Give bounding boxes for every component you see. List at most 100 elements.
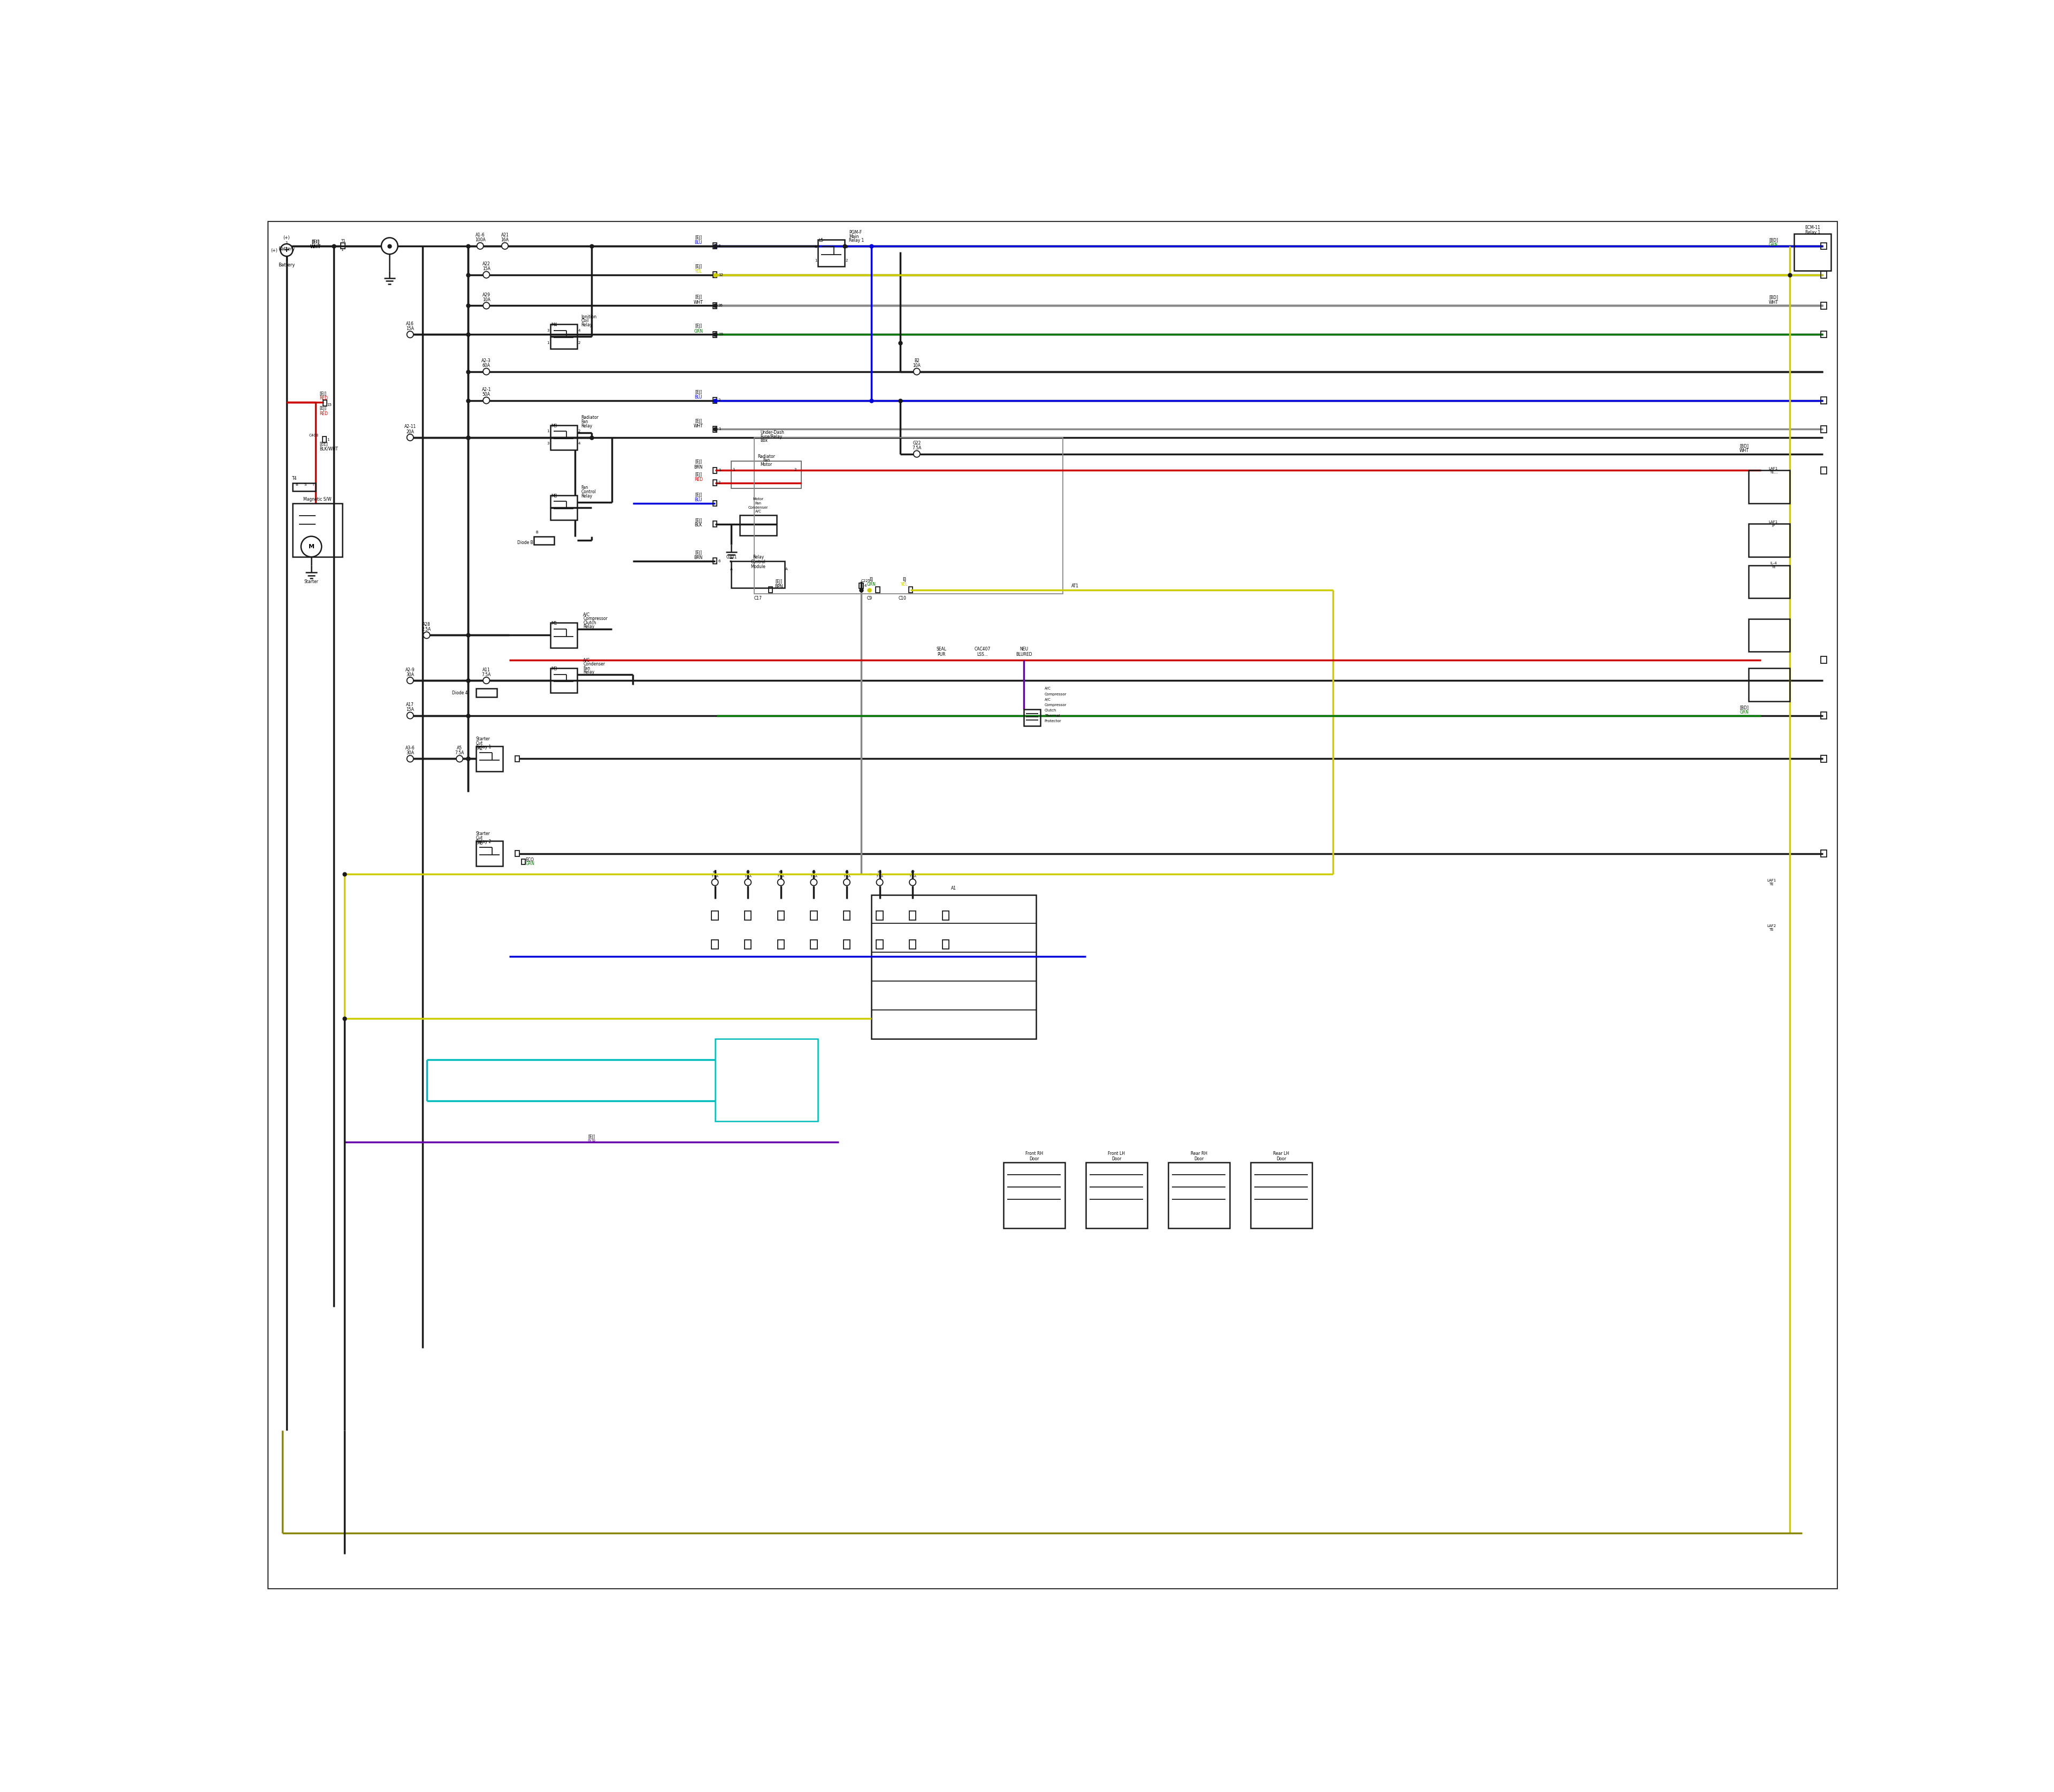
Bar <box>294 504 343 557</box>
Bar <box>550 624 577 647</box>
Text: Relay: Relay <box>583 625 594 629</box>
Text: RED: RED <box>320 396 329 401</box>
Circle shape <box>914 369 920 375</box>
Text: [EJ]: [EJ] <box>320 392 327 396</box>
Text: 2: 2 <box>719 482 721 484</box>
Text: Box: Box <box>760 439 768 443</box>
Text: Front LH
Door: Front LH Door <box>1107 1150 1126 1161</box>
Text: A/C: A/C <box>583 613 589 616</box>
Text: 1: 1 <box>733 468 735 471</box>
Text: B2: B2 <box>914 358 920 364</box>
Circle shape <box>501 242 507 249</box>
Text: +: + <box>283 246 290 254</box>
Text: Motor: Motor <box>754 498 764 500</box>
Bar <box>1820 332 1826 337</box>
Text: [EJ]: [EJ] <box>694 389 702 394</box>
Text: M6: M6 <box>477 840 483 846</box>
Text: 60A: 60A <box>483 364 491 367</box>
Circle shape <box>778 880 785 885</box>
Bar <box>871 894 1035 1039</box>
Text: BLK/WHT: BLK/WHT <box>320 446 339 452</box>
Text: YEL: YEL <box>694 269 702 274</box>
Text: A1-6: A1-6 <box>474 233 485 238</box>
Text: 2: 2 <box>846 258 848 262</box>
Text: GRN: GRN <box>867 582 875 588</box>
Bar <box>877 910 883 921</box>
Text: 7.5A: 7.5A <box>809 874 817 878</box>
Bar <box>877 941 883 950</box>
Text: A: A <box>729 568 733 572</box>
Text: BRN: BRN <box>694 556 702 561</box>
Text: Front RH
Door: Front RH Door <box>1025 1150 1043 1161</box>
Circle shape <box>746 880 752 885</box>
Text: 1: 1 <box>719 470 721 471</box>
Text: M9: M9 <box>550 423 557 428</box>
Text: Relay: Relay <box>752 554 764 559</box>
Text: 4: 4 <box>577 328 579 332</box>
Text: A2-9: A2-9 <box>405 667 415 672</box>
Text: Clutch: Clutch <box>1043 708 1056 711</box>
Bar <box>516 851 520 857</box>
Text: G22: G22 <box>912 441 920 446</box>
Bar <box>1087 1163 1148 1228</box>
Bar <box>711 910 719 921</box>
Text: Fan: Fan <box>581 486 587 491</box>
Text: 1: 1 <box>286 242 288 246</box>
Text: BLK: BLK <box>694 523 702 527</box>
Text: T4: T4 <box>292 477 298 480</box>
Text: PUR: PUR <box>587 1140 596 1145</box>
Text: B2: B2 <box>746 871 750 874</box>
Bar <box>875 588 879 593</box>
Text: 2.5A: 2.5A <box>421 627 431 633</box>
Text: A/C: A/C <box>583 658 589 663</box>
Text: 4: 4 <box>577 443 579 444</box>
Text: GRN: GRN <box>694 328 702 333</box>
Bar <box>1169 1163 1230 1228</box>
Bar <box>844 910 850 921</box>
Text: 30A: 30A <box>407 672 415 677</box>
Bar <box>516 756 520 762</box>
Text: 4: 4 <box>865 584 867 588</box>
Text: M2: M2 <box>477 745 483 751</box>
Text: B5: B5 <box>844 871 848 874</box>
Circle shape <box>407 711 413 719</box>
Text: 8: 8 <box>719 244 721 247</box>
Text: GRN: GRN <box>1740 710 1748 715</box>
Text: (+): (+) <box>283 235 290 240</box>
Bar <box>731 561 785 588</box>
Text: WHT: WHT <box>310 244 320 249</box>
Text: A17: A17 <box>407 702 415 708</box>
Text: [BD]: [BD] <box>1740 443 1748 448</box>
Text: [BD]: [BD] <box>1768 296 1779 299</box>
Text: ECM-11: ECM-11 <box>1805 226 1820 229</box>
Bar <box>1002 1163 1066 1228</box>
Text: Fan: Fan <box>762 459 770 462</box>
Bar <box>1820 468 1826 473</box>
Text: 30A: 30A <box>407 751 415 756</box>
Text: A29: A29 <box>483 292 491 297</box>
Text: 26: 26 <box>719 305 723 306</box>
Text: Control: Control <box>581 489 596 495</box>
Text: Radiator: Radiator <box>581 416 598 419</box>
Text: Fan: Fan <box>583 665 589 670</box>
Text: A11: A11 <box>483 667 491 672</box>
Text: 1: 1 <box>327 437 329 441</box>
Text: 7.5A: 7.5A <box>483 672 491 677</box>
Text: [EJ]: [EJ] <box>320 407 327 410</box>
Bar <box>1748 618 1789 652</box>
Text: 1: 1 <box>546 340 548 344</box>
Text: 50A: 50A <box>483 392 491 398</box>
Text: 10A: 10A <box>483 297 491 303</box>
Text: 3: 3 <box>846 246 848 249</box>
Text: Relay: Relay <box>581 493 592 498</box>
Text: LAF1
TE...: LAF1 TE... <box>1768 468 1779 473</box>
Text: YEL: YEL <box>902 582 908 588</box>
Bar <box>534 536 555 545</box>
Text: Starter: Starter <box>304 579 318 584</box>
Circle shape <box>483 369 489 375</box>
Text: CAC407
LSS...: CAC407 LSS... <box>974 647 990 658</box>
Circle shape <box>711 880 719 885</box>
Circle shape <box>407 434 413 441</box>
Bar <box>294 482 316 491</box>
Text: 15A: 15A <box>407 708 415 711</box>
